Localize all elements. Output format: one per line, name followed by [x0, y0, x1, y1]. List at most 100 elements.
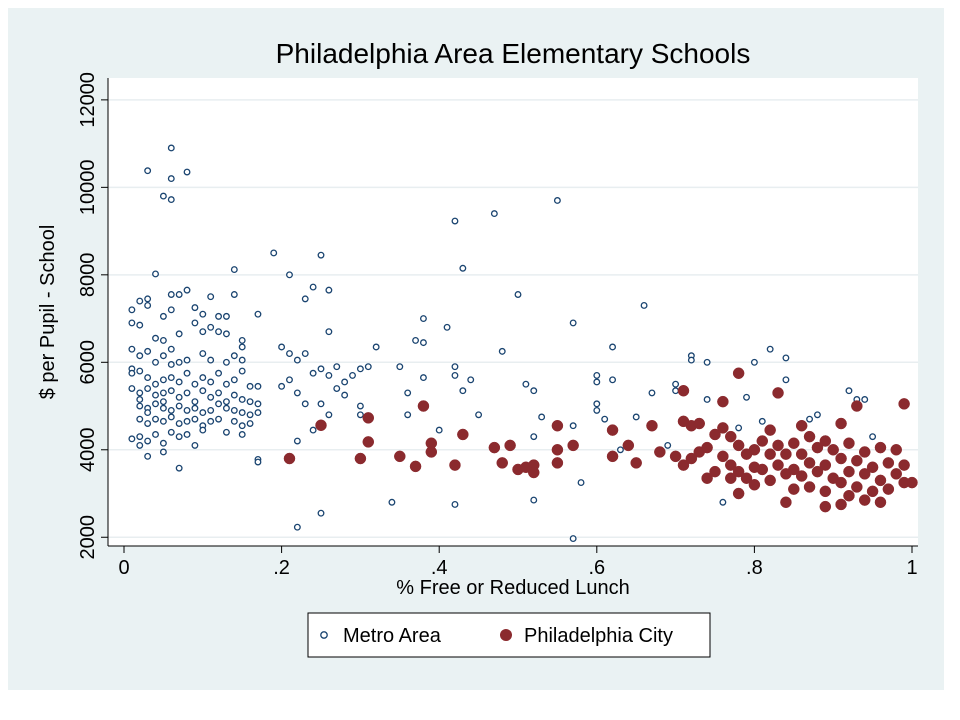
metro-point [200, 410, 206, 416]
metro-point [200, 388, 206, 394]
metro-point [326, 373, 332, 379]
metro-point [704, 397, 710, 403]
metro-point [232, 292, 238, 298]
metro-point [137, 434, 143, 440]
city-point [851, 401, 862, 412]
metro-point [161, 353, 167, 359]
metro-point [310, 427, 316, 433]
metro-point [302, 401, 308, 407]
city-point [867, 462, 878, 473]
metro-point [168, 429, 174, 435]
city-point [780, 497, 791, 508]
city-point [836, 453, 847, 464]
metro-point [129, 386, 135, 392]
metro-point [232, 377, 238, 383]
x-tick-label: .8 [746, 557, 763, 579]
metro-point [405, 390, 411, 396]
metro-point [176, 292, 182, 298]
metro-point [145, 454, 151, 460]
metro-point [145, 438, 151, 444]
metro-point [665, 443, 671, 449]
metro-point [192, 381, 198, 387]
metro-point [468, 377, 474, 383]
city-point [733, 440, 744, 451]
metro-point [224, 405, 230, 411]
metro-point [216, 314, 222, 320]
metro-point [704, 359, 710, 365]
city-point [843, 466, 854, 477]
city-point [851, 455, 862, 466]
metro-point [129, 346, 135, 352]
city-point [883, 457, 894, 468]
metro-point [232, 353, 238, 359]
metro-point [492, 211, 498, 217]
metro-point [184, 287, 190, 293]
metro-point [176, 465, 182, 471]
y-tick-label: 10000 [77, 160, 99, 216]
city-point [867, 486, 878, 497]
legend: Metro Area Philadelphia City [308, 613, 710, 657]
metro-point [232, 408, 238, 414]
city-point [552, 420, 563, 431]
metro-point [145, 296, 151, 302]
metro-point [610, 377, 616, 383]
metro-point [224, 399, 230, 405]
city-point [623, 440, 634, 451]
metro-point [129, 307, 135, 313]
metro-point [208, 325, 214, 331]
metro-point [153, 392, 159, 398]
metro-point [334, 364, 340, 370]
metro-point [310, 370, 316, 376]
metro-point [531, 434, 537, 440]
city-point [717, 396, 728, 407]
city-point [394, 451, 405, 462]
city-point [363, 412, 374, 423]
city-point [773, 387, 784, 398]
metro-point [523, 381, 529, 387]
city-point [875, 442, 886, 453]
metro-point [295, 357, 301, 363]
metro-point [137, 397, 143, 403]
metro-point [279, 384, 285, 390]
metro-point [161, 193, 167, 199]
metro-point [200, 351, 206, 357]
metro-point [153, 416, 159, 422]
city-point [891, 444, 902, 455]
metro-point [224, 429, 230, 435]
legend-metro-marker [321, 632, 327, 638]
metro-point [216, 370, 222, 376]
metro-point [373, 344, 379, 350]
metro-point [594, 401, 600, 407]
metro-point [476, 412, 482, 418]
metro-point [137, 322, 143, 328]
metro-point [145, 375, 151, 381]
city-point [796, 420, 807, 431]
metro-point [184, 169, 190, 175]
metro-point [176, 331, 182, 337]
metro-point [192, 405, 198, 411]
city-point [284, 453, 295, 464]
metro-point [216, 390, 222, 396]
metro-point [870, 434, 876, 440]
metro-point [649, 390, 655, 396]
metro-point [137, 353, 143, 359]
city-point [899, 398, 910, 409]
metro-point [145, 349, 151, 355]
city-point [702, 442, 713, 453]
metro-point [342, 379, 348, 385]
metro-point [421, 375, 427, 381]
x-tick-label: 0 [118, 557, 129, 579]
scatter-chart: 20004000600080001000012000 0.2.4.6.8 1 Ph… [8, 8, 944, 690]
metro-point [153, 381, 159, 387]
metro-point [618, 447, 624, 453]
city-point [820, 460, 831, 471]
metro-point [168, 362, 174, 368]
metro-point [161, 390, 167, 396]
metro-point [184, 390, 190, 396]
city-point [670, 451, 681, 462]
x-tick-label: .4 [431, 557, 448, 579]
metro-point [224, 314, 230, 320]
metro-point [255, 401, 261, 407]
metro-point [318, 366, 324, 372]
city-point [363, 436, 374, 447]
